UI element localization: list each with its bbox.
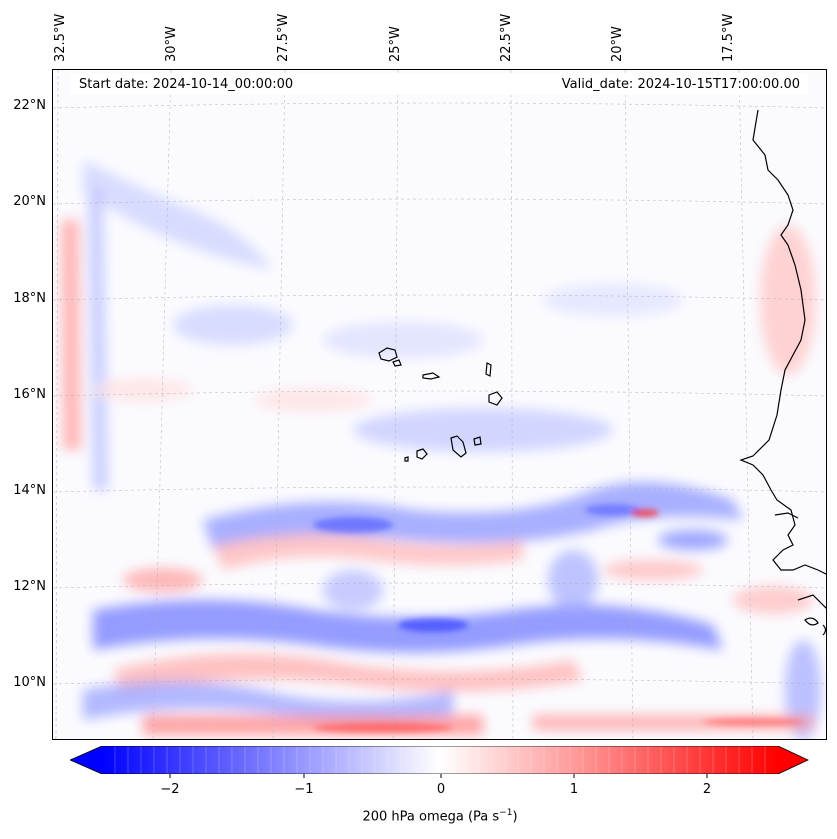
colorbar-extend-low <box>70 746 102 774</box>
field-blue-mid-2 <box>323 322 483 358</box>
island-sao-vicente <box>392 359 402 367</box>
core-blue-3 <box>585 504 641 516</box>
lat-label-16n: 16°N <box>13 387 46 402</box>
island-brava <box>404 456 409 462</box>
core-red-2 <box>313 723 453 733</box>
lat-label-12n: 12°N <box>13 579 46 594</box>
cbar-tick-pos2: 2 <box>702 782 712 797</box>
colorbar-extend-high <box>778 746 808 774</box>
coastlines <box>378 109 826 636</box>
lon-label-17-5w: 17.5°W <box>721 13 736 62</box>
field-red-w-edge <box>61 220 81 450</box>
field-red-mid-1 <box>253 388 373 412</box>
field-blue-se-edge <box>785 640 821 739</box>
field-blue-patch-2 <box>548 550 598 610</box>
field-red-patch-3 <box>733 586 813 614</box>
core-red-1 <box>631 509 659 517</box>
colorbar-steps <box>114 746 766 774</box>
colorbar-tick-marks <box>169 774 708 778</box>
lon-label-22-5w: 22.5°W <box>499 13 514 62</box>
island-santiago <box>450 435 467 458</box>
cbar-tick-0: 0 <box>436 782 446 797</box>
core-red-3 <box>703 718 803 726</box>
colorbar-outline <box>70 746 809 774</box>
coast-bijagos-1 <box>804 617 819 626</box>
lon-label-20w: 20°W <box>610 26 625 62</box>
field-red-band-2 <box>113 653 583 695</box>
cbar-tick-neg1: −1 <box>294 782 314 797</box>
island-santo-antao <box>378 347 398 362</box>
colorbar-body <box>102 746 778 774</box>
omega-field <box>61 160 821 739</box>
lon-label-32-5w: 32.5°W <box>53 13 68 62</box>
colorbar <box>70 746 809 774</box>
field-blue-band-1 <box>203 482 743 550</box>
lon-label-27-5w: 27.5°W <box>276 13 291 62</box>
lat-label-22n: 22°N <box>13 98 46 113</box>
field-blue-patch-1 <box>658 530 728 550</box>
field-blue-nw-band <box>83 160 273 270</box>
graticule <box>53 70 826 739</box>
cbar-tick-neg2: −2 <box>160 782 180 797</box>
island-boa-vista <box>488 391 503 406</box>
island-fogo <box>416 448 428 460</box>
field-red-band-1 <box>213 533 523 570</box>
lat-label-20n: 20°N <box>13 194 46 209</box>
colorbar-label: 200 hPa omega (Pa s−1) <box>362 808 518 825</box>
coast-guinea-bissau <box>797 594 826 609</box>
island-sal <box>485 362 492 377</box>
lat-label-18n: 18°N <box>13 291 46 306</box>
field-blue-mid-1 <box>173 305 293 345</box>
cbar-tick-pos1: 1 <box>569 782 579 797</box>
omega-cores <box>313 504 803 733</box>
lon-label-25w: 25°W <box>388 26 403 62</box>
core-blue-2 <box>398 618 468 632</box>
field-blue-n-col <box>88 190 108 490</box>
field-red-patch-1 <box>123 568 203 592</box>
map-panel[interactable] <box>52 69 827 740</box>
field-blue-cape-verde <box>353 408 613 452</box>
core-blue-1 <box>313 517 393 533</box>
coast-gambia <box>774 512 799 519</box>
island-maio <box>473 436 482 446</box>
lat-label-14n: 14°N <box>13 483 46 498</box>
info-bar: Start date: 2024-10-14_00:00:00 Valid_da… <box>70 73 808 95</box>
field-blue-mid-3 <box>543 284 683 316</box>
start-date-label: Start date: 2024-10-14_00:00:00 <box>79 77 294 92</box>
lat-label-10n: 10°N <box>13 675 46 690</box>
field-red-ne <box>760 225 816 375</box>
field-red-patch-2 <box>603 560 703 580</box>
coast-bijagos-2 <box>822 624 826 636</box>
coast-africa <box>739 109 826 575</box>
field-red-mid-2 <box>93 378 193 402</box>
field-blue-patch-3 <box>323 570 383 610</box>
lon-label-30w: 30°W <box>164 26 179 62</box>
omega-field-map <box>53 70 826 739</box>
field-blue-band-3 <box>83 681 453 723</box>
valid-date-label: Valid_date: 2024-10-15T17:00:00.00 <box>561 77 800 92</box>
island-sao-nicolau <box>422 372 441 380</box>
